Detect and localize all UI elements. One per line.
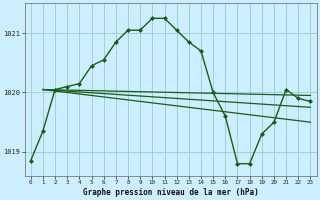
X-axis label: Graphe pression niveau de la mer (hPa): Graphe pression niveau de la mer (hPa) [83,188,259,197]
